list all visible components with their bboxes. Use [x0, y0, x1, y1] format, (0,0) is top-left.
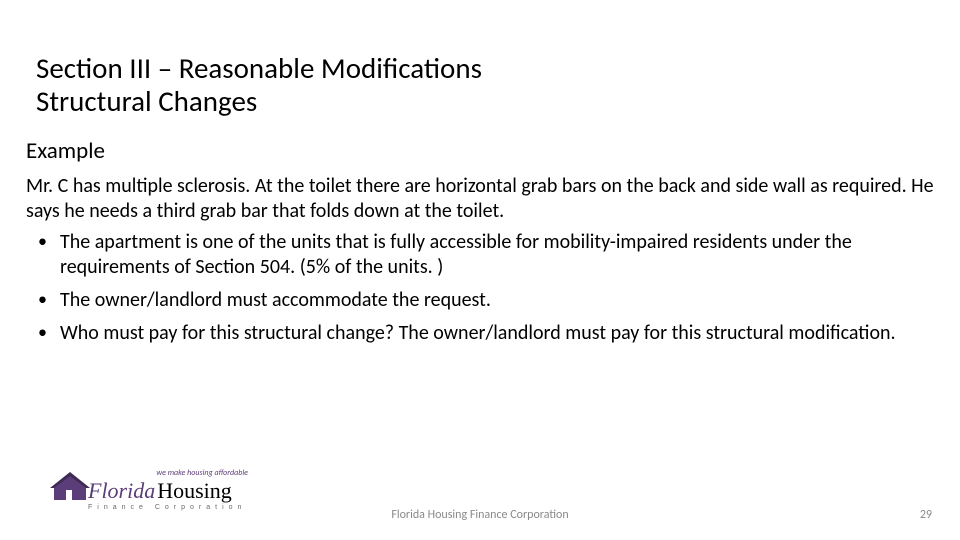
logo-wordmark: Florida Housing — [88, 478, 232, 504]
example-heading: Example — [26, 137, 105, 165]
house-icon — [48, 472, 92, 502]
bullet-list: The apartment is one of the units that i… — [26, 230, 934, 346]
title-line-2: Structural Changes — [36, 85, 916, 118]
title-line-1: Section III – Reasonable Modifications — [36, 52, 916, 85]
bullet-item: The apartment is one of the units that i… — [56, 230, 934, 280]
body-content: Mr. C has multiple sclerosis. At the toi… — [26, 174, 934, 354]
logo-tagline: we make housing affordable — [156, 468, 248, 478]
page-number: 29 — [920, 508, 932, 522]
intro-paragraph: Mr. C has multiple sclerosis. At the toi… — [26, 174, 934, 224]
slide: Section III – Reasonable Modifications S… — [0, 0, 960, 540]
footer-text: Florida Housing Finance Corporation — [0, 508, 960, 522]
logo-word-florida: Florida — [88, 478, 155, 504]
slide-title: Section III – Reasonable Modifications S… — [36, 52, 916, 119]
bullet-item: Who must pay for this structural change?… — [56, 321, 934, 346]
logo-word-housing: Housing — [157, 478, 232, 504]
bullet-item: The owner/landlord must accommodate the … — [56, 288, 934, 313]
